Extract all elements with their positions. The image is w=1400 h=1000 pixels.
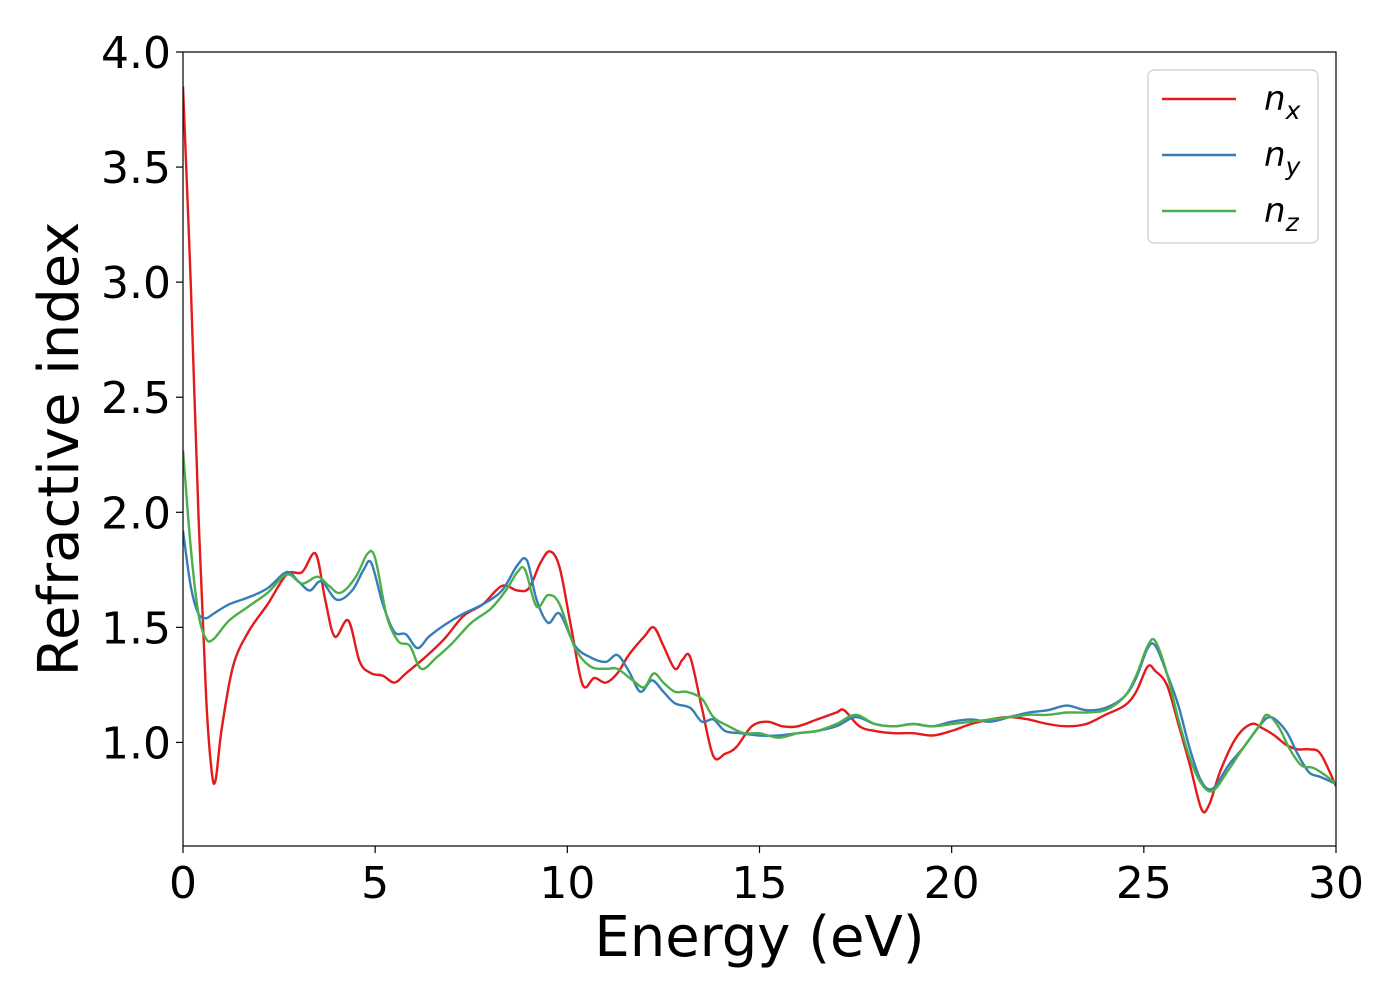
y-tick-label: 1.0 — [101, 718, 171, 769]
series-line-n_x — [183, 86, 1336, 814]
x-axis-label: Energy (eV) — [594, 905, 924, 970]
y-tick-label: 3.5 — [101, 143, 171, 194]
x-tick-label: 20 — [924, 858, 980, 909]
legend-label-n_x: nx — [1264, 79, 1301, 125]
legend-label-n_z: nz — [1264, 191, 1300, 237]
x-tick-label: 0 — [169, 858, 197, 909]
y-tick-label: 1.5 — [101, 603, 171, 654]
series-line-n_z — [183, 450, 1336, 793]
series-layer — [183, 86, 1336, 814]
y-tick-label: 3.0 — [101, 258, 171, 309]
y-axis-ticks: 1.0 1.5 2.0 2.5 3.0 3.5 4.0 — [101, 28, 183, 769]
x-tick-label: 5 — [361, 858, 389, 909]
x-tick-label: 30 — [1308, 858, 1364, 909]
legend: nx ny nz — [1147, 69, 1319, 244]
x-tick-label: 15 — [732, 858, 788, 909]
y-tick-label: 2.5 — [101, 373, 171, 424]
y-axis-label: Refractive index — [27, 222, 92, 677]
legend-box — [1147, 69, 1319, 244]
y-tick-label: 2.0 — [101, 488, 171, 539]
x-tick-label: 10 — [539, 858, 595, 909]
x-axis-ticks: 0 5 10 15 20 25 30 — [169, 846, 1364, 909]
y-tick-label: 4.0 — [101, 28, 171, 79]
legend-label-n_y: ny — [1264, 135, 1302, 181]
x-tick-label: 25 — [1116, 858, 1172, 909]
